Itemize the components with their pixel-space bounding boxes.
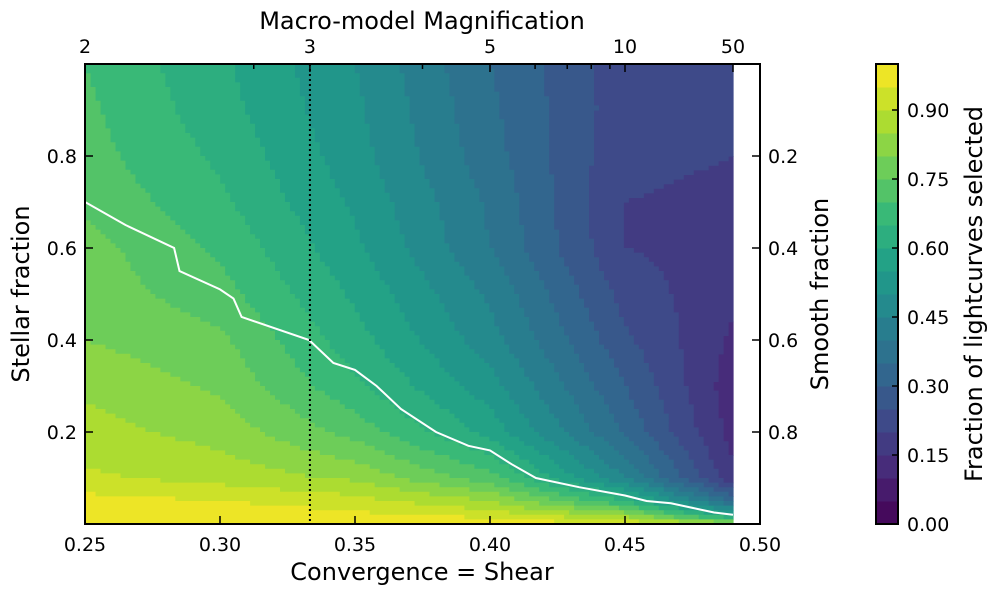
contour-band-7 [443,64,734,507]
right-axis-ticks: 0.2 0.4 0.6 0.8 [752,146,798,444]
colorbar-band [876,64,898,88]
x-tick-label: 0.35 [334,534,376,556]
x-tick-label: 0.25 [64,534,106,556]
x-tick-label: 0.30 [199,534,241,556]
colorbar-tick-label: 0.15 [907,445,949,467]
colorbar-band [876,248,898,272]
top-tick-label: 2 [79,36,91,58]
colorbar-band [876,363,898,387]
x-tick-label: 0.40 [469,534,511,556]
colorbar-tick-label: 0.75 [907,169,949,191]
colorbar-ticks: 0.00 0.15 0.30 0.45 0.60 0.75 0.90 [892,100,949,536]
y-tick-label: 0.6 [47,238,77,260]
right-tick-label: 0.4 [768,238,798,260]
colorbar-band [876,225,898,249]
colorbar-band [876,110,898,134]
colorbar-tick-label: 0.30 [907,376,949,398]
colorbar-tick-label: 0.00 [907,514,949,536]
colorbar-title: Fraction of lightcurves selected [960,106,988,482]
top-tick-label: 3 [304,36,316,58]
colorbar-band [876,455,898,479]
y-tick-label: 0.8 [47,146,77,168]
colorbar-band [876,386,898,410]
colorbar-band [876,294,898,318]
colorbar-bands [876,64,898,525]
colorbar-band [876,432,898,456]
y-axis-title: Stellar fraction [7,205,35,382]
top-axis-title: Macro-model Magnification [259,7,585,35]
selection-contour-line [85,201,734,516]
colorbar-tick-label: 0.45 [907,307,949,329]
right-tick-label: 0.6 [768,330,798,352]
x-axis-ticks: 0.25 0.30 0.35 0.40 0.45 0.50 [64,516,781,556]
x-tick-label: 0.45 [604,534,646,556]
colorbar-band [876,317,898,341]
colorbar-band [876,340,898,364]
colorbar-tick-label: 0.60 [907,238,949,260]
y-axis-ticks: 0.2 0.4 0.6 0.8 [47,146,93,444]
colorbar-band [876,87,898,111]
contour-band-18 [85,468,639,524]
colorbar-band [876,156,898,180]
right-tick-label: 0.2 [768,146,798,168]
plot-area [84,63,761,525]
right-axis-title: Smooth fraction [806,198,834,390]
filled-contour-layer [85,64,734,524]
colorbar-tick-label: 0.90 [907,100,949,122]
top-tick-label: 50 [721,36,745,58]
colorbar-band [876,478,898,502]
contour-band-4 [588,64,734,488]
contour-band-13 [85,64,724,520]
colorbar-band [876,202,898,226]
colorbar-band [876,179,898,203]
contour-band-14 [85,73,699,520]
x-axis-title: Convergence = Shear [290,558,554,586]
colorbar-band [876,409,898,433]
contour-band-11 [234,64,719,516]
x-tick-label: 0.50 [739,534,781,556]
right-tick-label: 0.8 [768,422,798,444]
colorbar-band [876,501,898,525]
contour-band-9 [354,64,734,511]
contour-band-10 [294,64,734,516]
colorbar-band [876,133,898,157]
colorbar: 0.00 0.15 0.30 0.45 0.60 0.75 0.90 Fraction of… [875,63,988,536]
colorbar-band [876,271,898,295]
y-tick-label: 0.2 [47,422,77,444]
top-axis-ticks: 2 3 5 10 50 [79,36,745,72]
contour-band-15 [85,220,734,524]
contour-band-17 [85,404,679,524]
colorbar-frame [875,63,899,525]
y-tick-label: 0.4 [47,330,77,352]
top-tick-label: 5 [484,36,496,58]
top-tick-label: 10 [613,36,637,58]
contour-band-12 [159,64,734,520]
contour-band-19 [85,491,555,524]
contour-band-8 [399,64,724,507]
